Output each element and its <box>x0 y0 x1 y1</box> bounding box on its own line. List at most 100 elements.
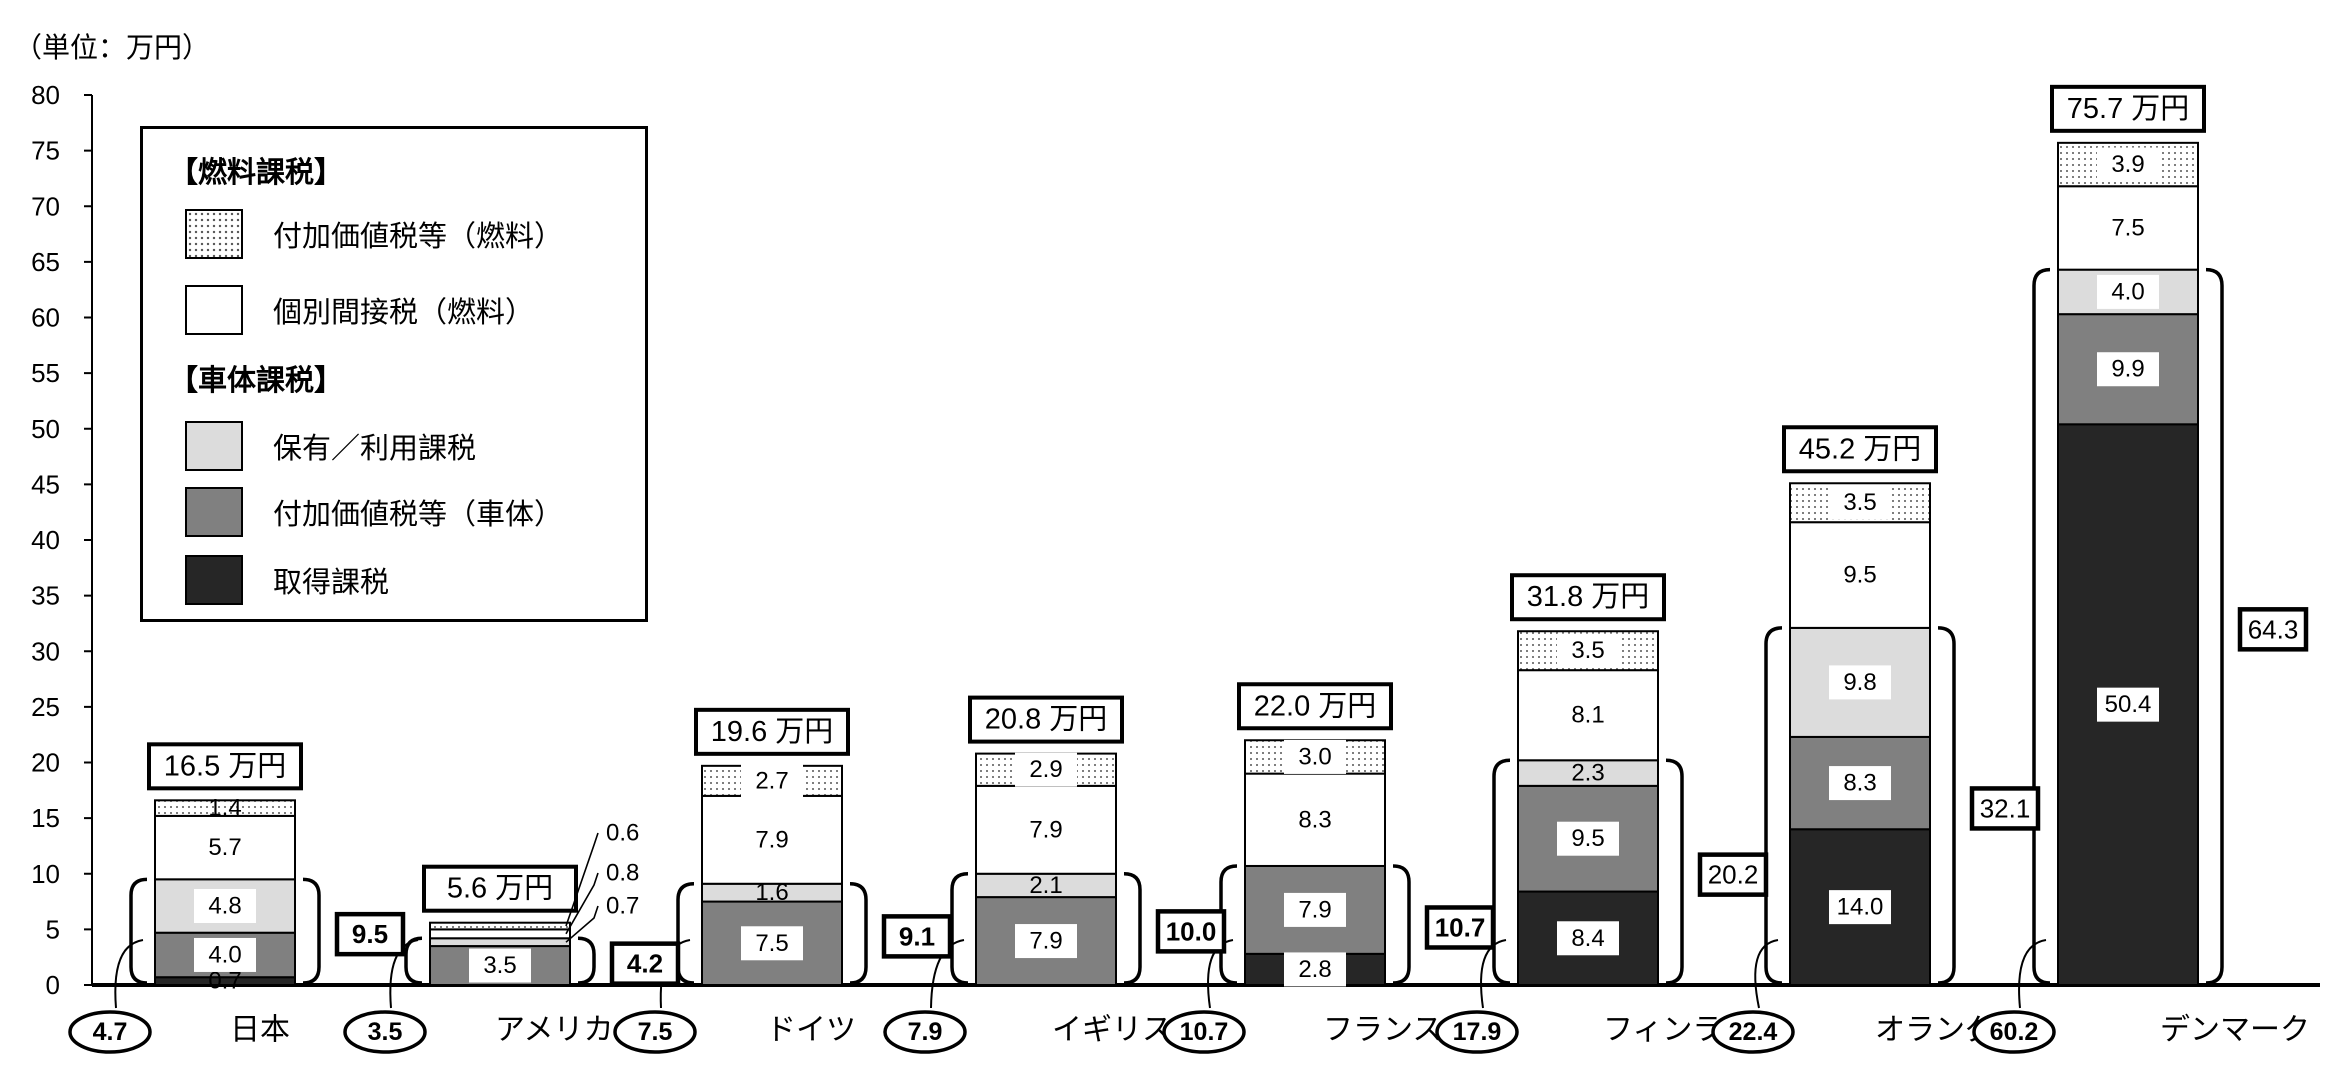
segment-label-bg <box>1284 802 1346 837</box>
body-tax-total-box <box>1155 909 1227 954</box>
y-tick-label: 10 <box>31 859 60 889</box>
acquisition-vat-total-label: 22.4 <box>1729 1018 1778 1046</box>
segment-label-bg <box>1557 698 1619 733</box>
y-tick-label: 45 <box>31 469 60 499</box>
legend-item-vat-fuel: 付加価値税等（燃料） <box>185 207 563 261</box>
acquisition-vat-total-ellipse <box>1711 1010 1795 1054</box>
total-label: 19.6 万円 <box>711 716 834 748</box>
body-tax-bracket <box>1492 758 1684 985</box>
acquisition-vat-total-ellipse <box>68 1010 152 1054</box>
acquisition-vat-total-label: 7.9 <box>908 1018 943 1046</box>
body-tax-bracket <box>2032 267 2224 985</box>
segment-label: 3.9 <box>2111 151 2144 178</box>
segment-label-bg <box>1015 752 1077 787</box>
acquisition-vat-total-ellipse <box>883 1010 967 1054</box>
body-tax-total-label: 9.5 <box>352 919 388 949</box>
segment-label: 0.7 <box>606 893 639 920</box>
y-tick-label: 0 <box>46 970 60 1000</box>
legend-item-vat-body: 付加価値税等（車体） <box>185 485 563 539</box>
segment-label: 7.5 <box>755 930 788 957</box>
bars-layer <box>154 141 2199 987</box>
segment-label-bg <box>1015 812 1077 847</box>
segment-label-bg <box>741 763 803 798</box>
category-label: フランス <box>1323 1014 1442 1047</box>
segment-label-bg <box>469 948 531 983</box>
legend-label-acquisition-tax: 取得課税 <box>273 567 390 599</box>
y-tick-label: 50 <box>31 414 60 444</box>
body-tax-total-box <box>1424 905 1496 950</box>
category-label: イギリス <box>1052 1014 1172 1047</box>
segment-label: 3.5 <box>1571 637 1604 664</box>
y-tick-label: 5 <box>46 914 60 944</box>
legend-body-group-title: 【車体課税】 <box>169 365 344 397</box>
segment-label: 9.5 <box>1843 562 1876 589</box>
segment-label: 9.9 <box>2111 356 2144 383</box>
segment-label-bg <box>1829 766 1891 801</box>
bar-segment <box>975 896 1117 986</box>
segment-label: 4.0 <box>2111 278 2144 305</box>
segment-label: 2.9 <box>1029 756 1062 783</box>
category-label: アメリカ <box>495 1014 614 1047</box>
total-box <box>1782 425 1938 474</box>
y-tick-label: 70 <box>31 191 60 221</box>
bar-segment <box>2057 185 2199 271</box>
segment-label: 8.3 <box>1843 770 1876 797</box>
segment-label: 50.4 <box>2105 691 2152 718</box>
body-tax-total-box <box>334 911 406 957</box>
callout-arrow <box>114 939 144 1009</box>
acquisition-vat-total-label: 17.9 <box>1453 1018 1502 1046</box>
segment-label: 3.5 <box>1843 489 1876 516</box>
segment-label: 4.0 <box>208 941 241 968</box>
total-box <box>2050 84 2206 133</box>
segment-label-bg <box>194 937 256 972</box>
legend: 【燃料課税】 付加価値税等（燃料） 個別間接税（燃料） 【車体課税】 保有／利用… <box>140 126 648 622</box>
segment-label: 8.3 <box>1298 806 1331 833</box>
segment-label-bg <box>741 822 803 857</box>
total-box <box>968 695 1124 744</box>
total-label: 5.6 万円 <box>447 873 553 905</box>
acquisition-vat-total-label: 3.5 <box>368 1018 403 1046</box>
category-label: 日本 <box>230 1014 290 1047</box>
legend-label-vat-body: 付加価値税等（車体） <box>273 499 564 531</box>
segment-label: 3.0 <box>1298 743 1331 770</box>
acquisition-vat-total-ellipse <box>1972 1010 2056 1054</box>
segment-label: 2.7 <box>755 767 788 794</box>
legend-fuel-group-title: 【燃料課税】 <box>169 157 344 189</box>
y-tick-label: 15 <box>31 803 60 833</box>
segment-label-bg <box>2097 352 2159 387</box>
body-tax-total-label: 64.3 <box>2248 614 2299 644</box>
body-tax-bracket <box>1764 626 1956 985</box>
total-box <box>694 707 850 756</box>
segment-label: 7.9 <box>1029 928 1062 955</box>
acquisition-vat-total-label: 4.7 <box>93 1018 128 1046</box>
acquisition-vat-total-ellipse <box>1162 1010 1246 1054</box>
body-tax-total-box <box>609 941 681 986</box>
category-label: ドイツ <box>766 1014 856 1047</box>
segment-label: 2.8 <box>1298 956 1331 983</box>
total-box <box>1237 682 1393 731</box>
segment-label: 0.8 <box>606 860 639 887</box>
legend-item-excise-fuel: 個別間接税（燃料） <box>185 283 534 337</box>
y-tick-label: 35 <box>31 581 60 611</box>
segment-label-bg <box>1015 924 1077 959</box>
segment-label-bg <box>1557 633 1619 668</box>
callout-arrow <box>1480 939 1507 1009</box>
segment-callout-line <box>565 905 599 943</box>
body-tax-total-label: 9.1 <box>899 921 935 951</box>
segment-label-bg <box>1284 952 1346 987</box>
total-label: 16.5 万円 <box>164 750 287 782</box>
acquisition-vat-total-ellipse <box>343 1010 427 1054</box>
segment-label-bg <box>1557 921 1619 956</box>
bar-segment <box>429 928 571 940</box>
legend-swatch-vat-body <box>185 487 243 537</box>
total-label: 22.0 万円 <box>1254 690 1377 722</box>
segment-label: 1.6 <box>755 879 788 906</box>
segment-label-bg <box>741 926 803 961</box>
legend-label-ownership-tax: 保有／利用課税 <box>273 433 477 465</box>
bar-segment <box>154 799 296 817</box>
segment-label: 7.9 <box>755 826 788 853</box>
y-tick-label: 65 <box>31 247 60 277</box>
segment-callout-line <box>565 832 599 927</box>
segment-label-bg <box>2097 210 2159 245</box>
